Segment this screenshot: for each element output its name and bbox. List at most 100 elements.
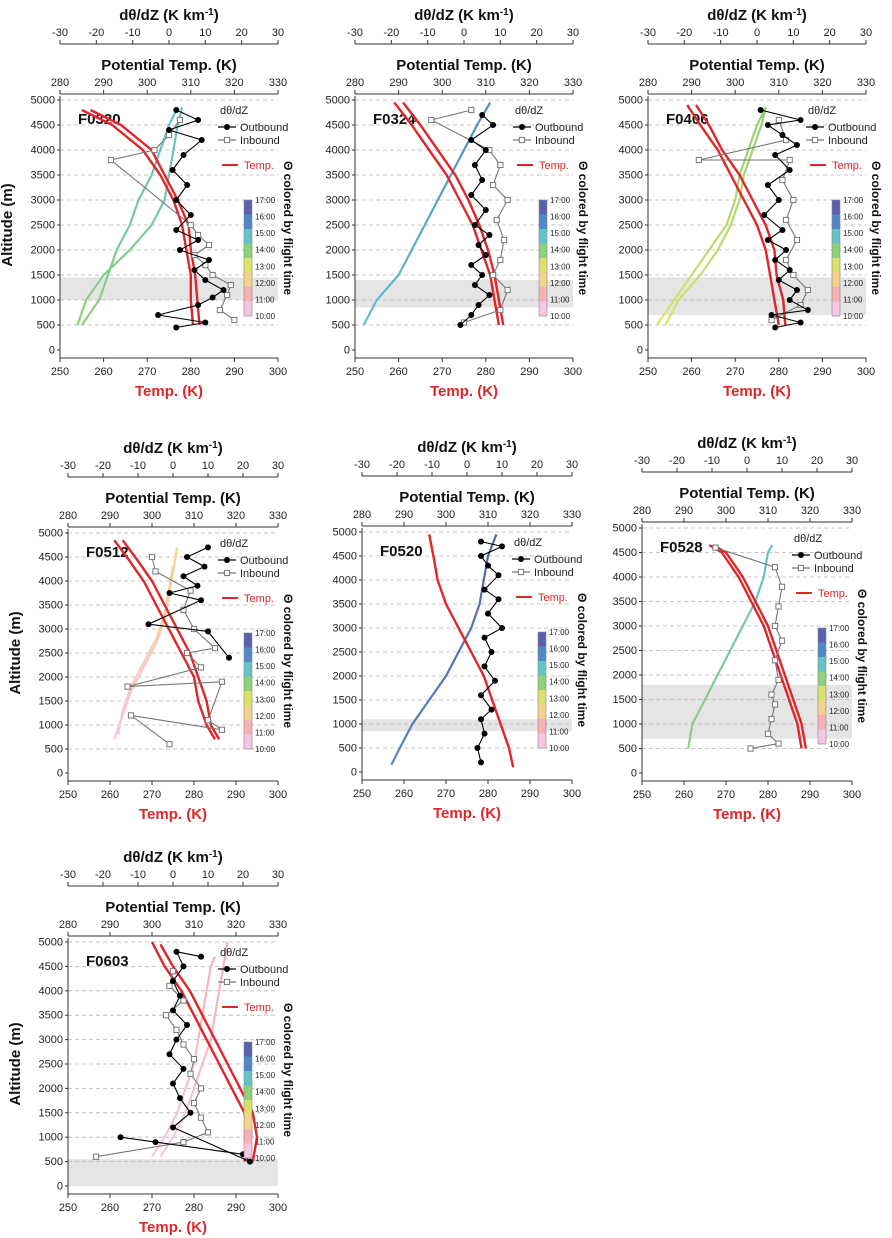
- theta-profile: [117, 566, 175, 735]
- outbound-marker: [779, 132, 786, 138]
- inbound-marker: [778, 583, 786, 590]
- inbound-marker: [497, 256, 504, 264]
- temp-profile: [712, 544, 807, 749]
- outbound-marker: [187, 212, 194, 218]
- inbound-marker: [489, 181, 497, 189]
- outbound-marker: [499, 543, 505, 550]
- colorbar-tick-label: 17:00: [255, 1038, 276, 1047]
- theta-tick-label: 280: [51, 77, 69, 89]
- colorbar-segment: [538, 719, 546, 734]
- inbound-marker: [782, 256, 790, 264]
- y-tick-label: 5000: [39, 528, 63, 540]
- inbound-marker: [187, 587, 194, 594]
- inbound-marker: [489, 271, 497, 279]
- colorbar-segment: [539, 258, 547, 273]
- theta-profile: [151, 956, 217, 1158]
- colorbar-tick-label: 17:00: [255, 196, 276, 205]
- colorbar-tick-label: 17:00: [829, 624, 850, 633]
- colorbar-tick-label: 13:00: [255, 695, 276, 704]
- temp-tick-label: 280: [759, 789, 777, 801]
- temp-profile: [89, 108, 201, 326]
- legend-outbound-label: Outbound: [240, 964, 288, 976]
- temp-profile: [686, 104, 780, 326]
- colorbar-tick-label: 16:00: [829, 641, 850, 650]
- colorbar-label: Θ colored by flight time: [281, 161, 295, 295]
- outbound-marker: [478, 759, 484, 766]
- colorbar-tick-label: 14:00: [829, 674, 850, 683]
- dtdz-tick-label: -10: [130, 869, 146, 881]
- theta-tick-label: 290: [675, 505, 693, 517]
- outbound-marker: [475, 302, 482, 308]
- inbound-marker: [162, 1012, 170, 1019]
- inbound-marker: [183, 649, 191, 657]
- inbound-marker: [173, 1026, 180, 1033]
- temp-tick-label: 280: [479, 788, 497, 800]
- dtdz-axis-label: dθ/dZ (K km-1): [414, 7, 514, 25]
- temp-tick-label: 260: [94, 366, 112, 378]
- inbound-marker: [804, 286, 811, 294]
- y-tick-label: 1000: [39, 720, 63, 732]
- y-tick-label: 5000: [333, 527, 357, 539]
- colorbar-tick-label: 16:00: [255, 213, 276, 222]
- legend-title: dθ/dZ: [220, 105, 248, 117]
- y-axis-label: Altitude (m): [7, 1022, 24, 1105]
- inbound-marker: [197, 1114, 205, 1121]
- outbound-marker: [768, 312, 775, 318]
- y-tick-label: 500: [619, 743, 637, 755]
- outbound-marker: [478, 692, 484, 699]
- inbound-marker: [209, 271, 216, 279]
- y-tick-label: 3500: [333, 599, 357, 611]
- outbound-marker: [482, 207, 489, 213]
- inbound-marker: [712, 544, 719, 551]
- legend-temp-label: Temp.: [244, 160, 274, 172]
- y-tick-label: 4500: [326, 120, 350, 132]
- dtdz-tick-label: -20: [676, 27, 692, 39]
- dtdz-axis-label: dθ/dZ (K km-1): [123, 849, 223, 867]
- theta-tick-label: 280: [59, 510, 77, 522]
- outbound-marker: [764, 122, 771, 128]
- dtdz-tick-label: -30: [60, 869, 76, 881]
- temp-tick-label: 250: [353, 788, 371, 800]
- y-axis-label: Altitude (m): [0, 183, 16, 266]
- colorbar-tick-label: 11:00: [255, 1137, 275, 1146]
- y-tick-label: 5000: [31, 95, 55, 107]
- y-tick-label: 4000: [619, 145, 643, 157]
- dtdz-label-main: dθ/dZ (K km: [123, 440, 209, 457]
- y-tick-label: 4500: [39, 961, 63, 973]
- colorbar-segment: [244, 1143, 252, 1159]
- colorbar-segment: [539, 229, 547, 244]
- y-tick-label: 3000: [39, 624, 63, 636]
- colorbar-tick-label: 15:00: [843, 229, 864, 238]
- legend-inbound-marker: [223, 569, 231, 577]
- inbound-marker: [197, 1085, 205, 1092]
- outbound-marker: [481, 663, 488, 670]
- temp-tick-label: 300: [563, 788, 581, 800]
- outbound-marker: [173, 948, 180, 955]
- dtdz-tick-label: 30: [272, 27, 284, 39]
- colorbar-segment: [244, 676, 252, 692]
- dtdz-axis-label: dθ/dZ (K km-1): [697, 435, 797, 453]
- colorbar-tick-label: 13:00: [255, 1104, 276, 1113]
- colorbar-tick-label: 12:00: [255, 712, 276, 721]
- colorbar-segment: [538, 690, 546, 705]
- colorbar-segment: [244, 301, 252, 317]
- y-tick-label: 2500: [39, 1059, 63, 1071]
- outbound-marker: [170, 1007, 176, 1014]
- colorbar-frame: [538, 199, 548, 317]
- dtdz-tick-label: 10: [496, 459, 508, 471]
- legend-inbound-marker: [517, 568, 525, 576]
- y-tick-label: 3000: [39, 1034, 63, 1046]
- dtdz-tick-label: 10: [202, 869, 214, 881]
- outbound-marker: [180, 1065, 187, 1072]
- theta-tick-label: 320: [227, 510, 245, 522]
- inbound-marker: [782, 216, 790, 224]
- temp-profile: [159, 943, 259, 1162]
- inbound-marker: [190, 1099, 198, 1107]
- inbound-marker: [166, 982, 173, 990]
- inbound-marker: [468, 106, 475, 114]
- dtdz-label-close: ): [218, 849, 223, 866]
- inbound-marker: [786, 156, 793, 164]
- colorbar-tick-label: 14:00: [549, 678, 570, 687]
- legend-title: dθ/dZ: [808, 105, 836, 117]
- temp-profile: [708, 544, 803, 749]
